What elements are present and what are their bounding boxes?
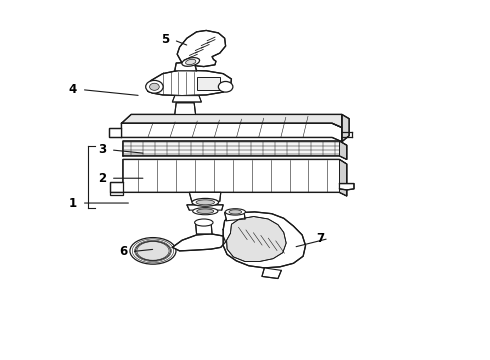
Polygon shape [189, 192, 221, 201]
Polygon shape [340, 184, 354, 190]
Circle shape [149, 83, 159, 90]
Polygon shape [226, 216, 286, 261]
Text: 3: 3 [98, 143, 106, 156]
Polygon shape [175, 62, 196, 71]
Ellipse shape [196, 200, 215, 205]
Polygon shape [123, 141, 347, 159]
Polygon shape [177, 31, 225, 67]
Ellipse shape [182, 58, 199, 66]
Polygon shape [122, 123, 342, 142]
Polygon shape [196, 77, 220, 90]
Text: 1: 1 [69, 197, 77, 210]
Text: 7: 7 [316, 232, 324, 245]
Text: 6: 6 [119, 245, 127, 258]
Text: 4: 4 [69, 83, 77, 96]
Circle shape [146, 80, 163, 93]
Polygon shape [175, 103, 196, 114]
Polygon shape [148, 70, 231, 96]
Polygon shape [110, 192, 123, 195]
Polygon shape [340, 141, 347, 159]
Ellipse shape [186, 59, 196, 65]
Polygon shape [340, 159, 347, 196]
Polygon shape [172, 96, 201, 102]
Polygon shape [196, 222, 212, 234]
Ellipse shape [195, 219, 213, 226]
Polygon shape [122, 114, 342, 127]
Ellipse shape [193, 208, 218, 215]
Ellipse shape [136, 241, 171, 261]
Polygon shape [262, 268, 281, 279]
Text: 5: 5 [161, 33, 169, 46]
Polygon shape [123, 159, 347, 196]
Circle shape [219, 81, 233, 92]
Ellipse shape [130, 238, 176, 264]
Polygon shape [110, 182, 123, 192]
Polygon shape [342, 114, 349, 142]
Text: 2: 2 [98, 172, 106, 185]
Ellipse shape [192, 198, 219, 206]
Polygon shape [224, 211, 245, 221]
Polygon shape [223, 212, 306, 268]
Ellipse shape [197, 209, 214, 213]
Polygon shape [172, 234, 225, 251]
Polygon shape [187, 205, 223, 210]
Ellipse shape [229, 210, 242, 214]
Ellipse shape [225, 209, 245, 215]
Polygon shape [109, 127, 122, 138]
